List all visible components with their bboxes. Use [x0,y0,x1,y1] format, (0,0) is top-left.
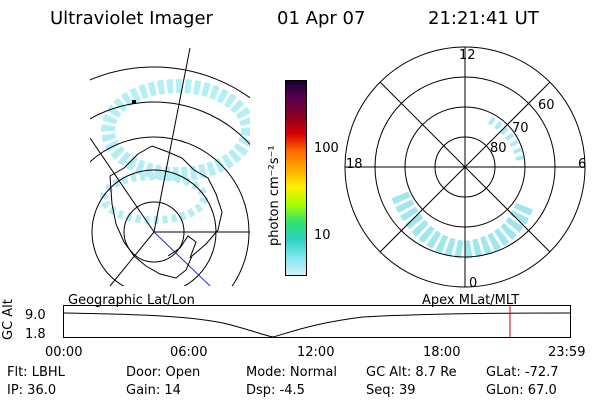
mlt-label-18: 18 [346,157,363,172]
mlt-label-12: 12 [459,48,476,63]
time-tick-1200: 12:00 [297,345,335,360]
altitude-ytick-1-8: 1.8 [25,327,46,342]
flt-status: Flt: LBHL [7,365,65,380]
glon-status: GLon: 67.0 [486,383,557,398]
altitude-plot [63,305,571,338]
colorbar-tick-10: 10 [314,228,331,243]
mlat-label-70: 70 [512,121,529,136]
graticule [90,48,250,286]
altitude-curve [63,312,571,338]
colorbar [285,80,307,276]
antarctica-coastline [109,145,223,279]
time-tick-1800: 18:00 [423,345,461,360]
door-status: Door: Open [126,365,201,380]
gain-status: Gain: 14 [126,383,181,398]
date-label: 01 Apr 07 [277,8,366,29]
mlat-grid [344,46,586,288]
instrument-title: Ultraviolet Imager [50,8,213,29]
time-label: 21:21:41 UT [428,8,539,29]
altitude-ytick-9: 9.0 [25,308,46,323]
apex-label: Apex MLat/MLT [422,293,520,308]
mlt-label-0: 0 [469,276,478,291]
mlat-label-80: 80 [490,141,507,156]
auroral-emission [100,79,250,224]
time-tick-0600: 06:00 [170,345,208,360]
position-marker [132,100,136,104]
time-tick-2359: 23:59 [548,345,586,360]
colorbar-tick-100: 100 [314,141,339,156]
mlt-label-6: 6 [578,157,587,172]
glat-status: GLat: -72.7 [486,365,559,380]
ip-status: IP: 36.0 [7,383,57,398]
magnetic-polar-plot [344,46,586,288]
auroral-emission-mlt [391,116,534,260]
gc-alt-status: GC Alt: 8.7 Re [366,365,457,380]
time-tick-0000: 00:00 [45,345,83,360]
geographic-map-panel [90,48,250,286]
dsp-status: Dsp: -4.5 [246,383,305,398]
geographic-label: Geographic Lat/Lon [68,293,195,308]
colorbar-unit-label: photon cm⁻²s⁻¹ [267,145,282,246]
mode-status: Mode: Normal [246,365,337,380]
mlat-label-60: 60 [538,98,555,113]
altitude-ylabel: GC Alt [1,299,16,340]
seq-status: Seq: 39 [366,383,416,398]
